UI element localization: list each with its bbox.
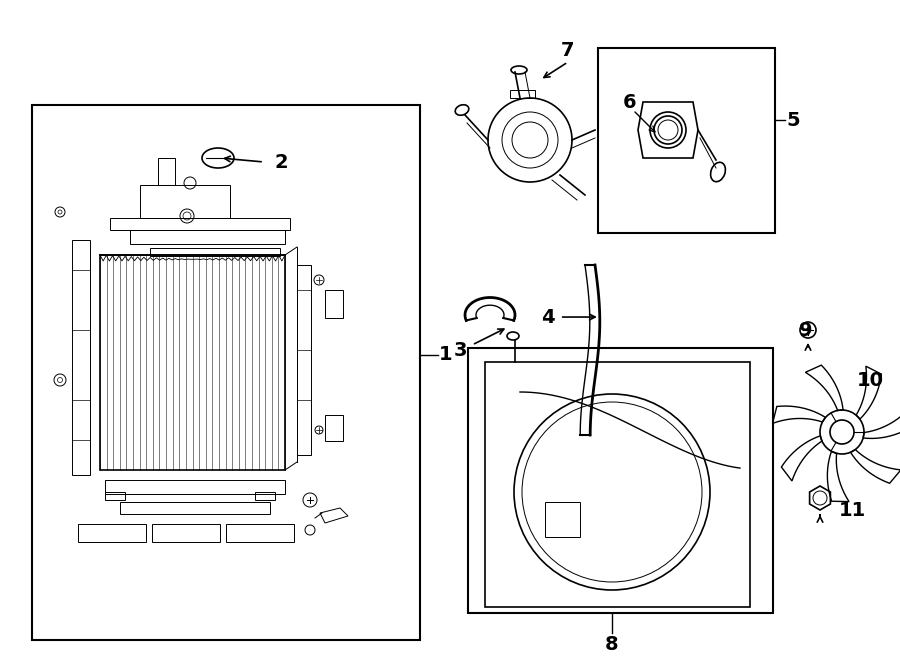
Text: 2: 2 [274, 153, 288, 171]
Text: 3: 3 [454, 342, 467, 360]
Bar [255, 492, 275, 500]
Bar [468, 348, 773, 613]
Text: 5: 5 [787, 110, 800, 130]
Bar [545, 502, 580, 537]
Text: 4: 4 [541, 307, 554, 327]
Bar [78, 524, 146, 542]
Bar [325, 415, 343, 441]
Bar [152, 524, 220, 542]
Text: 1: 1 [439, 346, 453, 364]
Text: 10: 10 [857, 371, 884, 389]
Text: 11: 11 [839, 500, 866, 520]
Text: 7: 7 [562, 40, 575, 59]
Bar [32, 105, 420, 640]
Bar [105, 492, 125, 500]
Text: 8: 8 [605, 635, 619, 654]
Bar [598, 48, 775, 233]
Text: 6: 6 [623, 93, 637, 112]
Text: 9: 9 [799, 321, 813, 340]
Bar [226, 524, 294, 542]
Bar [325, 290, 343, 318]
Bar [485, 362, 750, 607]
